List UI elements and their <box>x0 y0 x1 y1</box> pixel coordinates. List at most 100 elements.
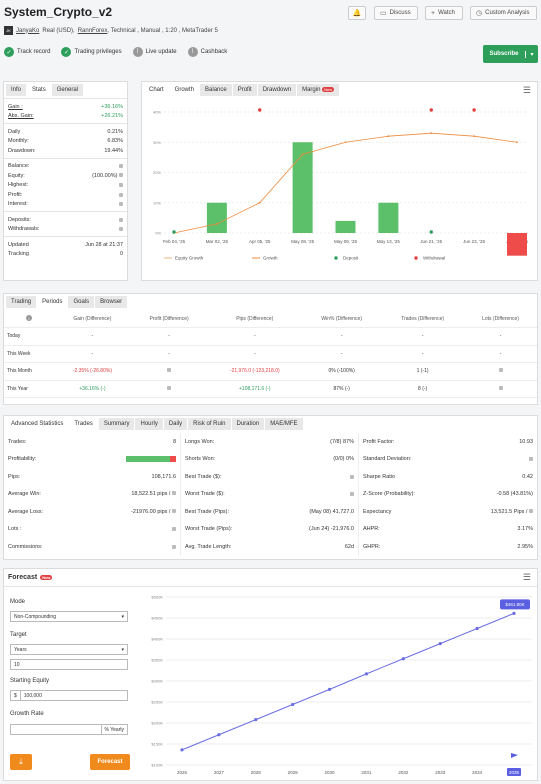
target-number-input[interactable]: 10 <box>10 659 128 670</box>
growth-point <box>215 223 218 225</box>
tab-chart[interactable]: Chart <box>144 84 169 96</box>
x-tick-highlight <box>507 768 521 776</box>
tab-summary[interactable]: Summary <box>98 418 135 430</box>
tab-trades[interactable]: Trades <box>69 418 98 430</box>
adv-col-3: Profit Factor: 10.93 Standard Deviation: … <box>363 438 533 550</box>
lock-icon <box>119 217 123 222</box>
lock-icon <box>529 508 533 513</box>
tab-stats[interactable]: Stats <box>27 84 51 96</box>
tab-risk-of-ruin[interactable]: Risk of Ruin <box>188 418 231 430</box>
tab-mae-mfe[interactable]: MAE/MFE <box>265 418 303 430</box>
forecast-chart: $100K $150K $200K $250K $300K $350K $400K $450K… <box>151 595 532 776</box>
settings-icon[interactable]: ☰ <box>522 572 531 582</box>
flag-icon <box>511 753 518 763</box>
withdrawal-point <box>429 108 433 112</box>
profitability-bar <box>126 456 176 463</box>
lock-icon <box>167 385 172 390</box>
forecast-point <box>401 657 405 661</box>
profit-bar <box>292 142 313 233</box>
tab-browser[interactable]: Browser <box>95 296 128 308</box>
tab-goals[interactable]: Goals <box>68 296 95 308</box>
watch-button[interactable]: + Watch <box>425 6 463 20</box>
profit-bar <box>335 220 356 233</box>
forecast-line <box>181 612 515 751</box>
download-button[interactable]: ⤓ <box>10 754 32 770</box>
forecast-point <box>512 611 516 615</box>
tab-balance[interactable]: Balance <box>200 84 232 96</box>
x-tick-label: 2026 <box>177 770 188 775</box>
x-tick-label: 2035 <box>509 770 520 775</box>
subscribe-button[interactable]: Subscribe ▾ <box>483 45 538 63</box>
y-tick-label: $300K <box>151 679 163 684</box>
clock-icon: ◷ <box>476 10 483 17</box>
x-tick-label: 2027 <box>214 770 225 775</box>
growth-point <box>301 153 304 156</box>
equity-input[interactable]: $ 100,000 <box>10 690 128 701</box>
new-badge: New <box>40 575 53 580</box>
lock-icon <box>119 183 123 188</box>
forecast-point <box>254 718 258 722</box>
adv-tabs: Advanced Statistics Trades Summary Hourl… <box>4 416 537 433</box>
y-tick-label: 10% <box>153 200 161 205</box>
tab-margin[interactable]: Margin New <box>297 84 340 96</box>
target-select[interactable]: Years ▾ <box>10 644 128 655</box>
lock-icon <box>172 508 176 513</box>
chevron-down-icon: ▾ <box>121 646 124 653</box>
tab-info[interactable]: Info <box>6 84 27 96</box>
forecast-point <box>327 687 332 691</box>
table-row: Today ------ <box>4 327 537 346</box>
tab-periods[interactable]: Periods <box>37 296 68 308</box>
advanced-stats-panel: Advanced Statistics Trades Summary Hourl… <box>3 415 538 560</box>
lock-icon <box>350 492 354 497</box>
check-icon: ✓ <box>4 47 14 57</box>
user-link[interactable]: JanyaKo <box>16 27 40 34</box>
y-tick-label: $150K <box>151 742 163 747</box>
x-tick-label: Jun 23, '25 <box>463 239 485 244</box>
trading-tabs: Trading Periods Goals Browser <box>4 294 537 310</box>
settings-icon[interactable]: ☰ <box>522 85 531 95</box>
target-label: Target <box>10 632 27 638</box>
periods-table: i Gain (Difference) Profit (Difference) … <box>4 310 537 398</box>
growth-point <box>344 141 347 144</box>
chart-panel: Chart Growth Balance Profit Drawdown Mar… <box>141 81 538 281</box>
growth-point <box>430 132 433 135</box>
badge-cashback[interactable]: ! Cashback <box>187 47 227 57</box>
info-panel: Info Stats General Gain : +36.16% Abs. Ga… <box>3 81 128 281</box>
badge-trading-privileges[interactable]: ✓ Trading privileges <box>61 47 122 57</box>
y-tick-label: $250K <box>151 700 163 705</box>
growth-point <box>473 135 476 138</box>
tab-hourly[interactable]: Hourly <box>135 418 163 430</box>
custom-analysis-button[interactable]: ◷ Custom Analysis <box>470 6 537 20</box>
mode-select[interactable]: Non-Compounding ▾ <box>10 611 128 622</box>
tab-daily[interactable]: Daily <box>163 418 188 430</box>
tab-duration[interactable]: Duration <box>231 418 265 430</box>
growth-rate-input[interactable]: % Yearly <box>10 724 128 735</box>
tab-profit[interactable]: Profit <box>232 84 257 96</box>
lock-icon <box>498 368 503 373</box>
tab-growth[interactable]: Growth <box>169 84 200 96</box>
forecast-point <box>217 733 221 737</box>
discuss-button[interactable]: ▭ Discuss <box>374 6 418 20</box>
chevron-down-icon[interactable]: ▾ <box>525 50 538 58</box>
end-label: $461.80K <box>505 602 524 607</box>
badge-live-update[interactable]: ! Live update <box>132 47 177 57</box>
forecast-button[interactable]: Forecast <box>90 754 130 770</box>
profit-bar <box>378 202 399 233</box>
info-tabs: Info Stats General <box>4 82 127 98</box>
info-icon: i <box>26 315 32 322</box>
tab-advanced-statistics[interactable]: Advanced Statistics <box>6 418 69 430</box>
chart-tabs: Chart Growth Balance Profit Drawdown Mar… <box>142 82 537 98</box>
badge-track-record[interactable]: ✓ Track record <box>4 47 50 57</box>
tab-trading[interactable]: Trading <box>6 296 37 308</box>
alert-button[interactable]: 🔔 <box>348 6 366 20</box>
broker-link[interactable]: RannForex <box>77 27 108 34</box>
tab-drawdown[interactable]: Drawdown <box>257 84 297 96</box>
legend-swatch <box>334 256 338 260</box>
adv-grid: Trades: 8 Profitability: Pips: 108,171.6 A… <box>4 433 537 556</box>
withdrawal-point <box>258 108 262 112</box>
legend-swatch <box>414 256 418 260</box>
tab-general[interactable]: General <box>51 84 84 96</box>
growth-point <box>516 141 518 144</box>
x-tick-label: May 08, '25 <box>291 239 315 244</box>
deposit-point <box>172 230 176 234</box>
